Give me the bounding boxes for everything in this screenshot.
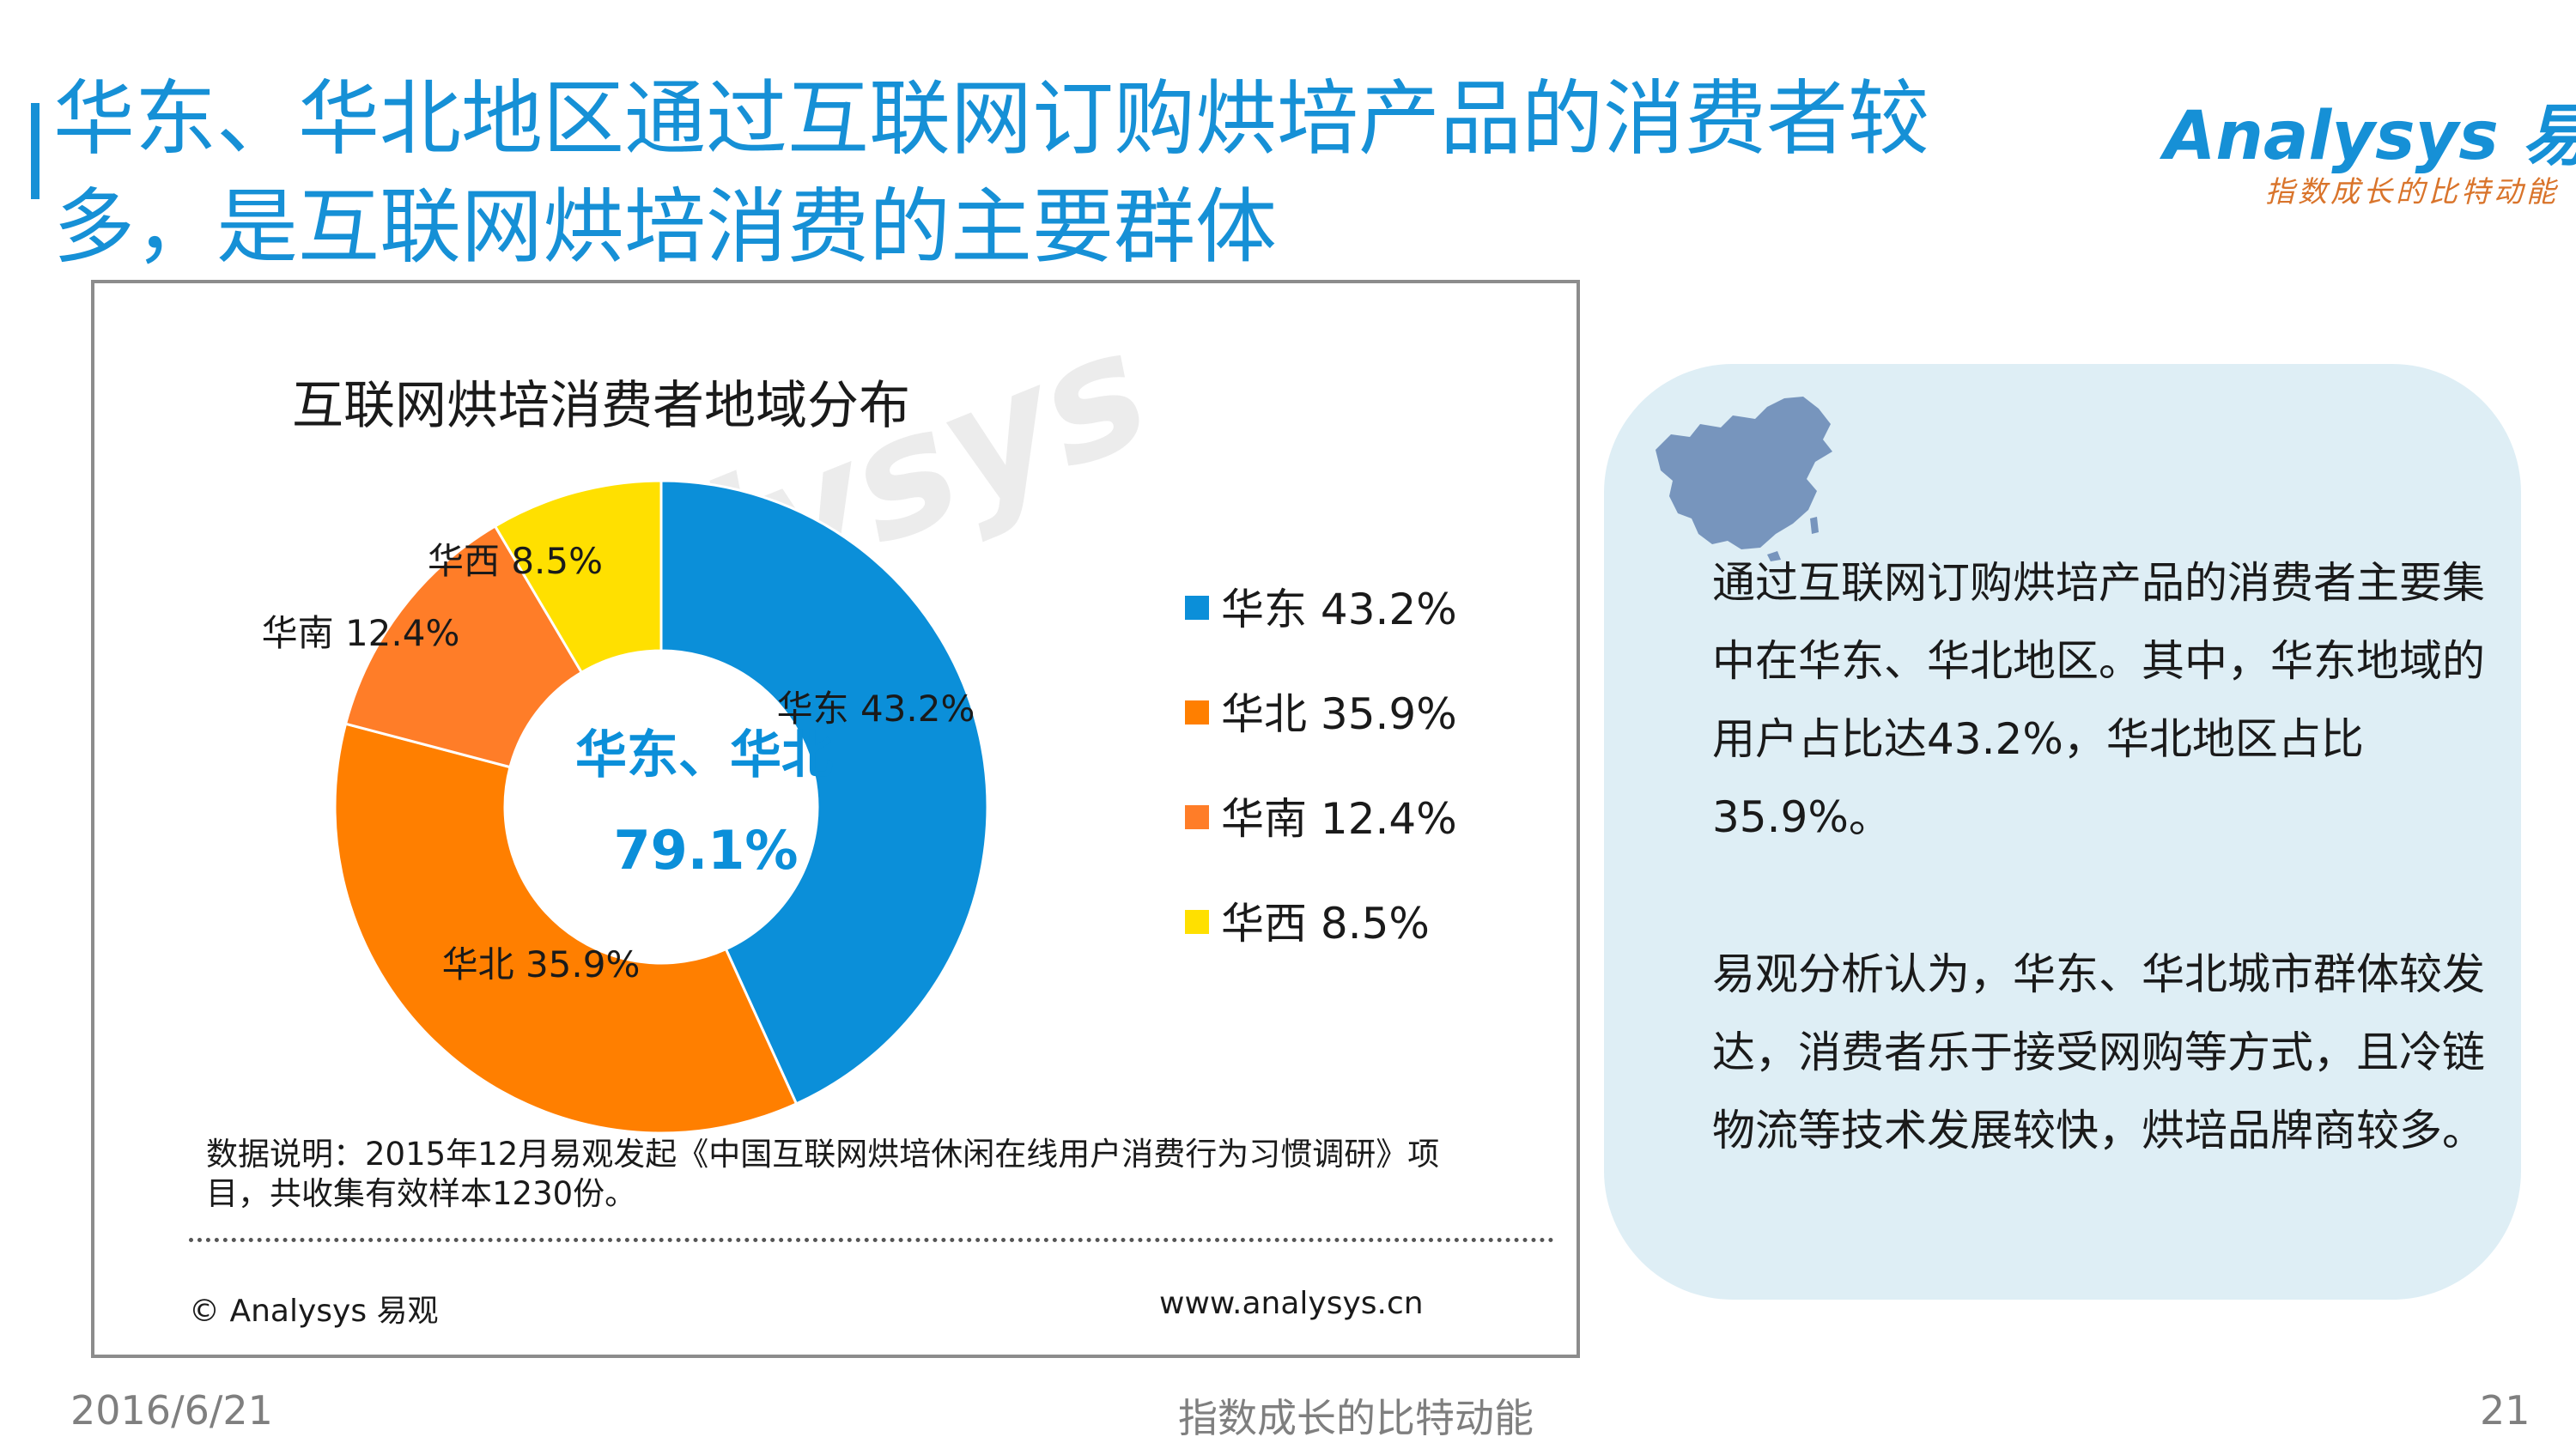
legend-label: 华北 35.9% [1221,689,1457,739]
center-label: 华东、华北 [575,725,833,785]
legend-swatch [1185,804,1209,829]
slice-data-label: 华西 8.5% [428,540,603,582]
legend-item: 华南 12.4% [1185,785,1457,889]
slice-data-label: 华南 12.4% [262,612,460,654]
chart-frame: analysys 互联网烘培消费者地域分布 华东 43.2%华北 35.9%华南… [91,280,1580,1358]
page-number: 21 [2480,1387,2530,1434]
legend-label: 华东 43.2% [1221,585,1457,634]
data-note: 数据说明：2015年12月易观发起《中国互联网烘培休闲在线用户消费行为习惯调研》… [206,1136,1440,1212]
center-value: 79.1% [613,819,798,882]
footer-date: 2016/6/21 [70,1387,273,1434]
legend-item: 华东 43.2% [1185,575,1457,680]
donut-slice-labels: 华东 43.2% 华北 35.9% 华南 12.4% 华西 8.5% [262,540,975,985]
donut-chart: 华东 43.2% 华北 35.9% 华南 12.4% 华西 8.5% 华东、华北 79… [262,479,989,1135]
slice-data-label: 华东 43.2% [777,688,975,730]
donut-slice-2 [333,722,799,1135]
site-url-link[interactable]: www.analysys.cn [1159,1286,1424,1321]
chart-title: 互联网烘培消费者地域分布 [292,376,910,436]
legend-label: 华南 12.4% [1221,794,1457,844]
brand-logo: Analysys 易观 [2164,98,2576,175]
donut-slices [333,479,989,1135]
info-panel: 通过互联网订购烘培产品的消费者主要集中在华东、华北地区。其中，华东地域的用户占比… [1604,364,2521,1300]
donut-slice-3 [343,524,584,769]
donut-slice-4 [493,479,663,675]
dotted-divider [189,1238,1554,1242]
slice-data-label: 华北 35.9% [442,943,641,985]
china-map-icon [1656,397,1832,561]
slide-title: 华东、华北地区通过互联网订购烘培产品的消费者较 多，是互联网烘培消费的主要群体 [53,72,1930,275]
chart-legend: 华东 43.2% 华北 35.9% 华南 12.4% 华西 8.5% [1185,575,1457,994]
legend-swatch [1185,700,1209,724]
title-accent-bar [31,103,39,199]
legend-swatch [1185,595,1209,620]
brand-logo-block: Analysys 易观 指数成长的比特动能 [2164,82,2576,220]
insight-paragraph-2: 易观分析认为，华东、华北城市群体较发达，消费者乐于接受网购等方式，且冷链物流等技… [1712,949,2485,1155]
legend-item: 华西 8.5% [1185,889,1457,994]
legend-swatch [1185,909,1209,934]
legend-label: 华西 8.5% [1221,899,1430,949]
brand-tagline: 指数成长的比特动能 [2265,175,2559,209]
legend-item: 华北 35.9% [1185,680,1457,785]
donut-slice-1 [659,479,989,1106]
chart-copyright: © Analysys 易观 [189,1294,439,1329]
footer-tagline: 指数成长的比特动能 [1178,1395,1534,1441]
insight-paragraph-1: 通过互联网订购烘培产品的消费者主要集中在华东、华北地区。其中，华东地域的用户占比… [1712,558,2485,842]
